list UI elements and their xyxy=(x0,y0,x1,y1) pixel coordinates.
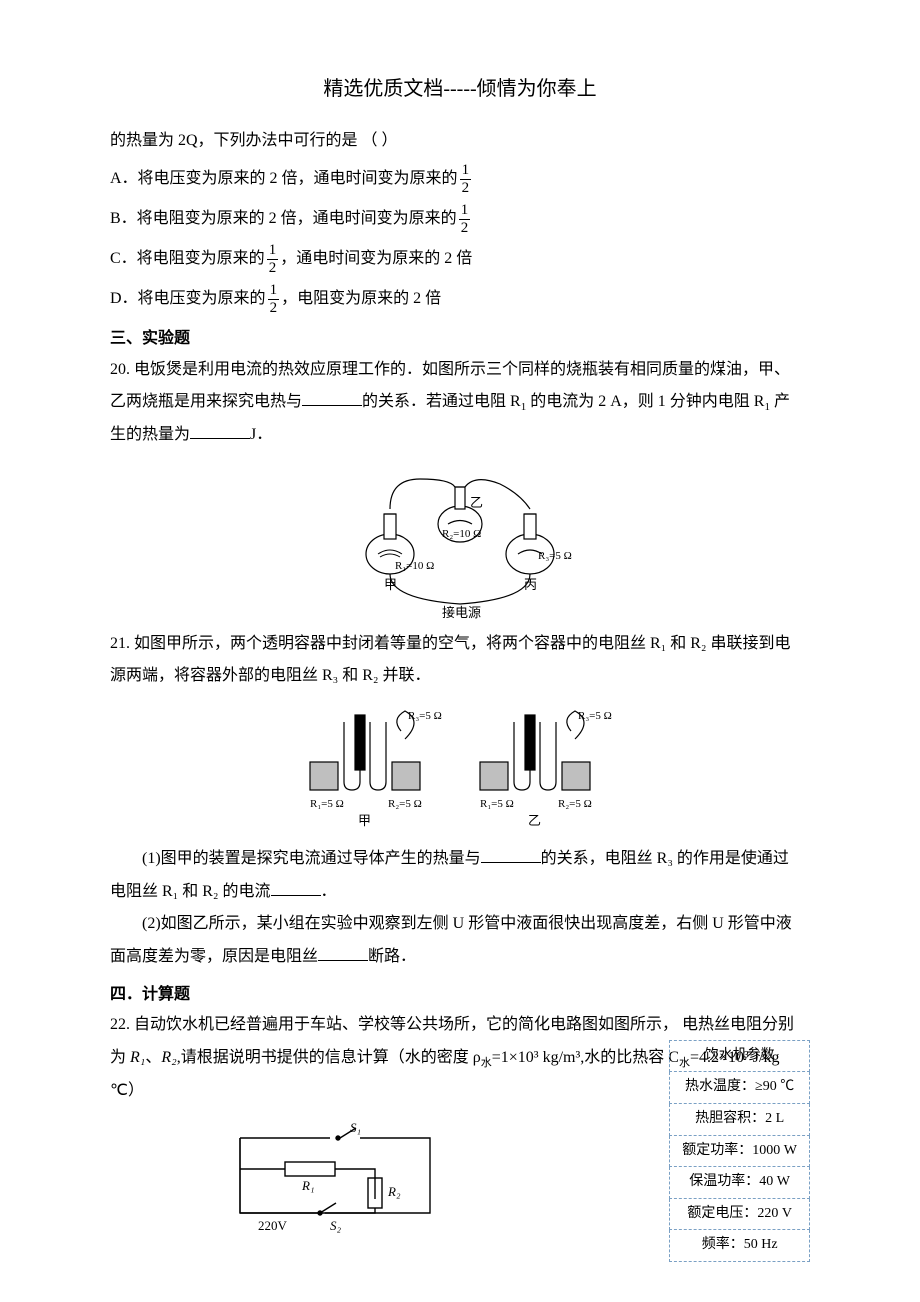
blank xyxy=(302,390,362,406)
frac-num: 1 xyxy=(269,242,277,259)
blank xyxy=(318,945,368,961)
text: ,请根据说明书提供的信息计算（水的密度 ρ xyxy=(177,1049,481,1066)
q21-2-line2: 面高度差为零，原因是电阻丝 断路． xyxy=(110,942,810,972)
figure-21: R₁=5 Ω R₂=5 Ω R₃=5 Ω 甲 R₁=5 Ω R₂=5 Ω R₃=… xyxy=(110,699,810,834)
q21-2-line1: (2)如图乙所示，某小组在实验中观察到左侧 U 形管中液面很快出现高度差，右侧 … xyxy=(110,909,810,939)
blank xyxy=(271,880,321,896)
jia-label: 甲 xyxy=(384,577,397,592)
blank xyxy=(190,423,250,439)
params-title: 饮水机参数 xyxy=(670,1040,810,1072)
frac-den: 2 xyxy=(268,299,280,317)
frac-num: 1 xyxy=(462,162,470,179)
q20-line2: 乙两烧瓶是用来探究电热与的关系．若通过电阻 R1 的电流为 2 A，则 1 分钟… xyxy=(110,387,810,418)
params-row: 频率：50 Hz xyxy=(670,1230,810,1262)
option-c-post: ，通电时间变为原来的 2 倍 xyxy=(280,244,472,274)
frac-den: 2 xyxy=(267,259,279,277)
figure-20: R₁=10 Ω R₂=10 Ω R₃=5 Ω 甲 乙 丙 接电源 xyxy=(110,459,810,619)
q19-stem: 的热量为 2Q，下列办法中可行的是 （ ） xyxy=(110,126,810,156)
option-d-pre: D．将电压变为原来的 xyxy=(110,284,266,314)
option-a: A．将电压变为原来的 2 倍，通电时间变为原来的 1 2 xyxy=(110,162,810,196)
q21-1-line1: (1)图甲的装置是探究电流通过导体产生的热量与 的关系，电阻丝 R₃ 的作用是使通… xyxy=(110,844,810,874)
text: 、 xyxy=(145,1049,161,1066)
q20-line1: 20. 电饭煲是利用电流的热效应原理工作的．如图所示三个同样的烧瓶装有相同质量的… xyxy=(110,355,810,385)
option-b: B．将电阻变为原来的 2 倍，通电时间变为原来的 1 2 xyxy=(110,202,810,236)
option-b-text: B．将电阻变为原来的 2 倍，通电时间变为原来的 xyxy=(110,204,457,234)
option-d-post: ，电阻变为原来的 2 倍 xyxy=(281,284,441,314)
var: R₂ xyxy=(161,1049,176,1066)
text: 的关系，电阻丝 R₃ 的作用是使通过 xyxy=(541,850,789,867)
q21-line2: 源两端，将容器外部的电阻丝 R₃ 和 R₂ 并联． xyxy=(110,661,810,691)
source-label: 接电源 xyxy=(442,605,481,619)
bing-label: 丙 xyxy=(524,577,537,592)
r1-label: R₁=10 Ω xyxy=(395,560,434,572)
svg-text:R₃=5 Ω: R₃=5 Ω xyxy=(578,710,612,722)
r3-label: R₃=5 Ω xyxy=(538,550,572,562)
frac-den: 2 xyxy=(460,179,472,197)
sub: 水 xyxy=(481,1057,492,1069)
svg-text:R₂: R₂ xyxy=(387,1184,401,1199)
fraction: 1 2 xyxy=(460,162,472,196)
section-3-title: 三、实验题 xyxy=(110,324,810,354)
svg-text:R₁: R₁ xyxy=(301,1178,314,1193)
svg-text:S₁: S₁ xyxy=(350,1120,361,1135)
text: 乙两烧瓶是用来探究电热与 xyxy=(110,393,302,410)
fraction: 1 2 xyxy=(267,242,279,276)
fraction: 1 2 xyxy=(459,202,471,236)
svg-text:S₂: S₂ xyxy=(330,1218,342,1233)
frac-num: 1 xyxy=(270,282,278,299)
option-a-text: A．将电压变为原来的 2 倍，通电时间变为原来的 xyxy=(110,164,458,194)
yi-label: 乙 xyxy=(470,495,483,510)
svg-text:220V: 220V xyxy=(258,1218,288,1233)
text: 的电流为 2 A，则 1 分钟内电阻 R xyxy=(526,393,764,410)
q20-line3: 生的热量为 J． xyxy=(110,420,810,450)
params-row: 额定电压：220 V xyxy=(670,1198,810,1230)
params-row: 额定功率：1000 W xyxy=(670,1135,810,1167)
text: 电阻丝 R₁ 和 R₂ 的电流 xyxy=(110,883,271,900)
q21-1-line2: 电阻丝 R₁ 和 R₂ 的电流 ． xyxy=(110,877,810,907)
text: ． xyxy=(321,883,337,900)
option-d: D．将电压变为原来的 1 2 ，电阻变为原来的 2 倍 xyxy=(110,282,810,316)
svg-text:甲: 甲 xyxy=(358,813,371,828)
text: 面高度差为零，原因是电阻丝 xyxy=(110,948,318,965)
fraction: 1 2 xyxy=(268,282,280,316)
blank xyxy=(481,847,541,863)
svg-text:R₁=5 Ω: R₁=5 Ω xyxy=(480,798,514,810)
page-header: 精选优质文档-----倾情为你奉上 xyxy=(110,70,810,108)
text: 断路． xyxy=(368,948,416,965)
q21-line1: 21. 如图甲所示，两个透明容器中封闭着等量的空气，将两个容器中的电阻丝 R₁ … xyxy=(110,629,810,659)
frac-num: 1 xyxy=(461,202,469,219)
text: 生的热量为 xyxy=(110,426,190,443)
r2-label: R₂=10 Ω xyxy=(442,528,481,540)
svg-text:R₂=5 Ω: R₂=5 Ω xyxy=(558,798,592,810)
params-row: 热胆容积：2 L xyxy=(670,1104,810,1136)
text: 产 xyxy=(770,393,790,410)
params-row: 保温功率：40 W xyxy=(670,1167,810,1199)
text: J． xyxy=(250,426,272,443)
params-table: 饮水机参数 热水温度：≥90 ℃ 热胆容积：2 L 额定功率：1000 W 保温… xyxy=(669,1040,810,1262)
circuit-figure: S₁ R₁ R₂ S₂ 220V xyxy=(230,1118,450,1238)
option-c: C．将电阻变为原来的 1 2 ，通电时间变为原来的 2 倍 xyxy=(110,242,810,276)
svg-text:乙: 乙 xyxy=(528,813,541,828)
var: R₁ xyxy=(130,1049,145,1066)
q22-line1: 22. 自动饮水机已经普遍用于车站、学校等公共场所，它的简化电路图如图所示， 电… xyxy=(110,1010,810,1040)
svg-text:R₁=5 Ω: R₁=5 Ω xyxy=(310,798,344,810)
text: (1)图甲的装置是探究电流通过导体产生的热量与 xyxy=(142,850,481,867)
text: 为 xyxy=(110,1049,130,1066)
text: =1×10³ kg/m³,水的比热容 C xyxy=(492,1049,679,1066)
option-c-pre: C．将电阻变为原来的 xyxy=(110,244,265,274)
params-row: 热水温度：≥90 ℃ xyxy=(670,1072,810,1104)
section-4-title: 四．计算题 xyxy=(110,980,810,1010)
frac-den: 2 xyxy=(459,219,471,237)
svg-text:R₃=5 Ω: R₃=5 Ω xyxy=(408,710,442,722)
svg-text:R₂=5 Ω: R₂=5 Ω xyxy=(388,798,422,810)
text: 的关系．若通过电阻 R xyxy=(362,393,521,410)
